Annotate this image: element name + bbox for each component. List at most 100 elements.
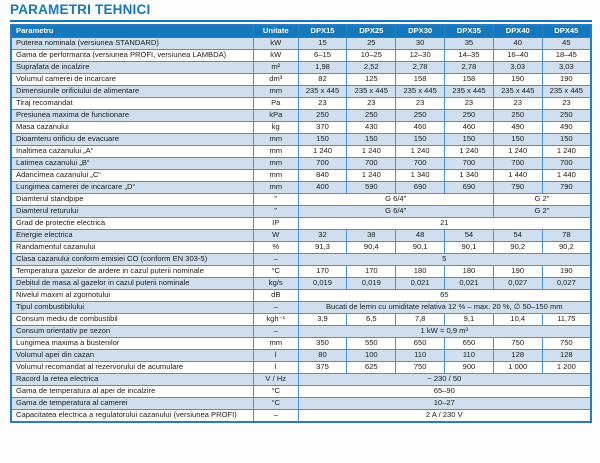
model-value: 23 [492,96,543,110]
model-value: 1 240 [395,144,446,158]
model-value: 90,4 [346,240,397,254]
parameter-label: Randamentul cazanului [10,240,254,254]
model-value: 700 [395,156,446,170]
model-value: 750 [541,336,592,350]
model-value: 700 [346,156,397,170]
unit-value: mm [252,84,299,98]
model-value: 90,1 [395,240,446,254]
parameter-label: Dioamteru orificiu de evacuare [10,132,254,146]
model-value: 190 [541,72,592,86]
table-row: Nivelul maxim al zgomotului dB 65 [10,288,592,302]
model-value: 170 [346,264,397,278]
model-value: 170 [297,264,348,278]
model-value: 0,027 [541,276,592,290]
model-value: 900 [444,360,494,374]
unit-value: – [252,252,299,266]
model-value: 25 [346,36,397,50]
unit-value: mm [252,180,299,194]
table-body: Puterea nominala (versiunea STANDARD) kW 1… [10,36,592,423]
table-row: Inaltimea cazanului „A“ mm 1 240 1 240 1 240… [10,144,592,158]
model-value: 235 x 445 [395,84,446,98]
unit-value: kW [252,36,299,50]
model-value: 0,021 [395,276,446,290]
unit-value: mm [252,144,299,158]
model-value: G 2" [492,204,592,218]
model-value: 30 [395,36,446,50]
table-row: Gama de performanta (versiunea PROFI, ve… [10,48,592,62]
unit-value: dm³ [252,72,299,86]
table-row: Debitul de masa al gazelor in cazul pute… [10,276,592,290]
unit-value: – [252,324,299,338]
model-value: 750 [395,360,446,374]
parameter-label: Gama de performanta (versiunea PROFI, ve… [10,48,254,62]
unit-value: Pa [252,96,299,110]
unit-value: l [252,360,299,374]
model-value: 23 [395,96,446,110]
unit-value: W [252,228,299,242]
model-value: 10–27 [297,396,592,410]
model-value: 7,8 [395,312,446,326]
model-value: 1 240 [492,144,543,158]
model-value: 32 [297,228,348,242]
unit-value: V / Hz [252,372,299,386]
unit-value: IP [252,216,299,230]
model-value: 12–30 [395,48,446,62]
parameter-label: Presiunea maxima de functionare [10,108,254,122]
parameter-label: Volumul apei din cazan [10,348,254,362]
model-value: 54 [444,228,494,242]
table-row: Volumul camerei de incarcare dm³ 82 125 158 1… [10,72,592,86]
model-value: 15 [297,36,348,50]
model-value: 370 [297,120,348,134]
model-value: 550 [346,336,397,350]
model-value: 65 [297,288,592,302]
parameter-label: Capacitatea electrica a regulatorului ca… [10,408,254,423]
model-value: 235 x 445 [492,84,543,98]
parameter-label: Lungimea camerei de incarcare „D“ [10,180,254,194]
table-row: Temperatura gazelor de ardere in cazul p… [10,264,592,278]
model-value: 650 [444,336,494,350]
column-header-parameter: Parametru [10,24,254,38]
model-value: 90,2 [541,240,592,254]
model-value: 23 [346,96,397,110]
unit-value: kW [252,48,299,62]
model-value: ~ 230 / 50 [297,372,592,386]
model-value: 3,03 [541,60,592,74]
model-value: 110 [395,348,446,362]
model-value: 1 kW = 0,9 m³ [297,324,592,338]
table-row: Capacitatea electrica a regulatorului ca… [10,408,592,423]
parameter-label: Tipul combustibilului [10,300,254,314]
model-value: 3,03 [492,60,543,74]
model-value: 23 [297,96,348,110]
model-value: 2,52 [346,60,397,74]
unit-value: m² [252,60,299,74]
parameter-label: Diamterul standpipe [10,192,254,206]
model-value: 110 [444,348,494,362]
model-value: 6,5 [346,312,397,326]
parameter-label: Lungimea maxima a bustenilor [10,336,254,350]
model-value: 790 [492,180,543,194]
model-value: 158 [395,72,446,86]
model-value: 11,75 [541,312,592,326]
table-row: Adancimea cazanului „C“ mm 840 1 240 1 340 1 … [10,168,592,182]
model-value: 1 240 [444,144,494,158]
model-value: 700 [492,156,543,170]
model-value: 38 [346,228,397,242]
model-value: 235 x 445 [297,84,348,98]
column-header-model: DPX30 [395,24,446,38]
table-row: Lungimea camerei de incarcare „D“ mm 400 59… [10,180,592,194]
parameter-label: Grad de protectie electrica [10,216,254,230]
model-value: 0,019 [297,276,348,290]
model-value: 180 [395,264,446,278]
unit-value: % [252,240,299,254]
model-value: 150 [444,132,494,146]
unit-value: kg [252,120,299,134]
model-value: 10,4 [492,312,543,326]
table-row: Consum mediu de combustibil kgh⁻¹ 3,9 6,5 7,… [10,312,592,326]
model-value: 0,021 [444,276,494,290]
model-value: 180 [444,264,494,278]
model-value: 128 [541,348,592,362]
column-header-model: DPX15 [297,24,348,38]
model-value: 790 [541,180,592,194]
table-row: Randamentul cazanului% 91,3 90,4 90,1 90,1 90… [10,240,592,254]
